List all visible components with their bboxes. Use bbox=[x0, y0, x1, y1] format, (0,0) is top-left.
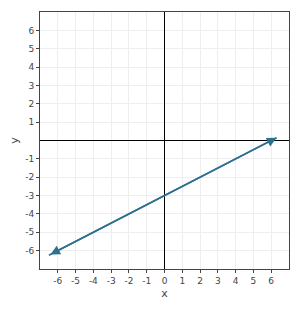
svg-text:0: 0 bbox=[162, 276, 168, 286]
svg-text:2: 2 bbox=[28, 99, 34, 109]
svg-text:-4: -4 bbox=[25, 209, 34, 219]
svg-text:2: 2 bbox=[197, 276, 203, 286]
svg-text:-6: -6 bbox=[25, 246, 34, 256]
svg-text:-1: -1 bbox=[142, 276, 151, 286]
svg-text:-4: -4 bbox=[89, 276, 98, 286]
svg-text:3: 3 bbox=[28, 81, 34, 91]
svg-text:6: 6 bbox=[28, 26, 34, 36]
svg-text:1: 1 bbox=[179, 276, 185, 286]
svg-text:-3: -3 bbox=[25, 191, 34, 201]
svg-text:4: 4 bbox=[28, 62, 34, 72]
svg-text:1: 1 bbox=[28, 117, 34, 127]
svg-text:4: 4 bbox=[233, 276, 239, 286]
svg-text:-3: -3 bbox=[107, 276, 116, 286]
svg-text:6: 6 bbox=[268, 276, 274, 286]
svg-text:x: x bbox=[161, 287, 168, 300]
svg-text:-5: -5 bbox=[25, 227, 34, 237]
svg-text:y: y bbox=[8, 137, 21, 144]
svg-text:-6: -6 bbox=[53, 276, 62, 286]
svg-text:5: 5 bbox=[28, 44, 34, 54]
svg-text:3: 3 bbox=[215, 276, 221, 286]
svg-text:5: 5 bbox=[251, 276, 257, 286]
svg-text:-5: -5 bbox=[71, 276, 80, 286]
svg-text:-2: -2 bbox=[25, 172, 34, 182]
svg-text:-1: -1 bbox=[25, 154, 34, 164]
svg-text:-2: -2 bbox=[124, 276, 133, 286]
